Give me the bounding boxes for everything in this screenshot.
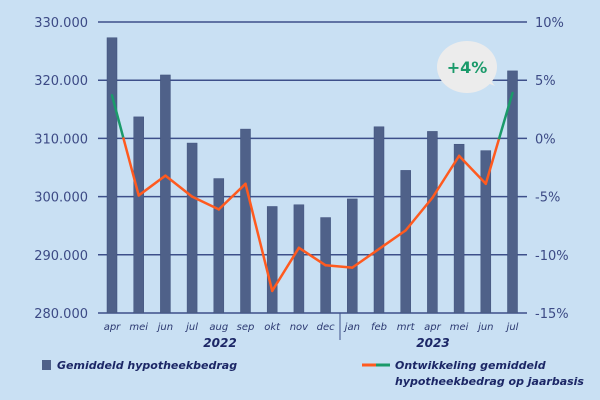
left-tick-label: 330.000 [34, 16, 88, 31]
right-tick-label: -10% [535, 249, 569, 264]
right-axis: -15% -10% -5% 0% 5% 10% [535, 16, 569, 322]
month-label: jun [476, 322, 493, 333]
month-label: okt [264, 322, 281, 333]
right-tick-label: -5% [535, 191, 560, 206]
legend-line-label-2: hypotheekbedrag op jaarbasis [395, 375, 584, 388]
right-tick-label: -15% [535, 307, 569, 322]
year-label-2023: 2023 [416, 336, 449, 350]
line-segment [110, 94, 125, 140]
legend: Gemiddeld hypotheekbedrag Ontwikkeling g… [42, 359, 584, 388]
month-label: mrt [397, 322, 416, 333]
line-segment [217, 182, 247, 211]
month-label: nov [290, 322, 309, 333]
line-segment [270, 246, 301, 293]
legend-bar-swatch [42, 360, 51, 370]
bar-mrt [400, 170, 411, 314]
left-tick-label: 320.000 [34, 74, 88, 89]
right-tick-label: 5% [535, 74, 556, 89]
bar-jun [480, 150, 492, 314]
bar-series [106, 37, 518, 314]
line-segment [404, 196, 434, 232]
line-segment [244, 182, 274, 293]
bar-feb [373, 126, 385, 314]
line-segment [297, 246, 327, 267]
line-segment [137, 174, 167, 197]
month-label: jul [505, 322, 519, 333]
bar-apr [427, 131, 438, 314]
x-axis: apr mei jun jul aug sep okt nov dec jan feb mrt apr m… [104, 322, 519, 333]
month-label: apr [104, 322, 121, 333]
line-segment [497, 91, 514, 140]
line-segment [431, 154, 461, 200]
line-segment [484, 137, 501, 186]
bar-okt [266, 206, 278, 314]
right-tick-label: 0% [535, 132, 556, 147]
month-label: jul [184, 322, 198, 333]
callout-text: +4% [447, 58, 488, 77]
bar-nov [293, 204, 305, 314]
month-label: apr [424, 322, 441, 333]
month-label: jun [156, 322, 173, 333]
line-segment [377, 229, 407, 251]
bar-aug [213, 178, 225, 314]
left-tick-label: 280.000 [34, 307, 88, 322]
bar-jan [347, 198, 358, 314]
month-label: jan [343, 322, 360, 333]
legend-line-label-1: Ontwikkeling gemiddeld [395, 359, 546, 372]
left-tick-label: 310.000 [34, 132, 88, 147]
bar-mei [133, 116, 144, 314]
bar-sep [240, 128, 251, 314]
month-label: mei [129, 322, 148, 333]
bar-apr [106, 37, 118, 314]
bar-mei [453, 143, 465, 314]
bar-jul [186, 142, 198, 314]
line-series [110, 91, 514, 293]
month-label: dec [317, 322, 336, 333]
line-segment [324, 264, 354, 269]
legend-bar-label: Gemiddeld hypotheekbedrag [57, 359, 237, 372]
month-label: aug [209, 322, 228, 333]
bar-jul [507, 70, 518, 314]
month-label: sep [237, 322, 255, 333]
bar-jun [160, 74, 171, 314]
left-tick-label: 290.000 [34, 249, 88, 264]
line-segment [122, 137, 140, 197]
year-label-2022: 2022 [203, 336, 236, 350]
callout-bubble: +4% [437, 41, 497, 93]
line-segment [351, 247, 381, 269]
month-label: feb [371, 322, 387, 333]
line-segment [190, 195, 221, 211]
line-segment [164, 174, 194, 198]
line-segment [457, 154, 488, 186]
month-label: mei [450, 322, 469, 333]
left-tick-label: 300.000 [34, 191, 88, 206]
left-axis: 280.000 290.000 300.000 310.000 320.000 330.0… [34, 16, 88, 322]
right-tick-label: 10% [535, 16, 564, 31]
